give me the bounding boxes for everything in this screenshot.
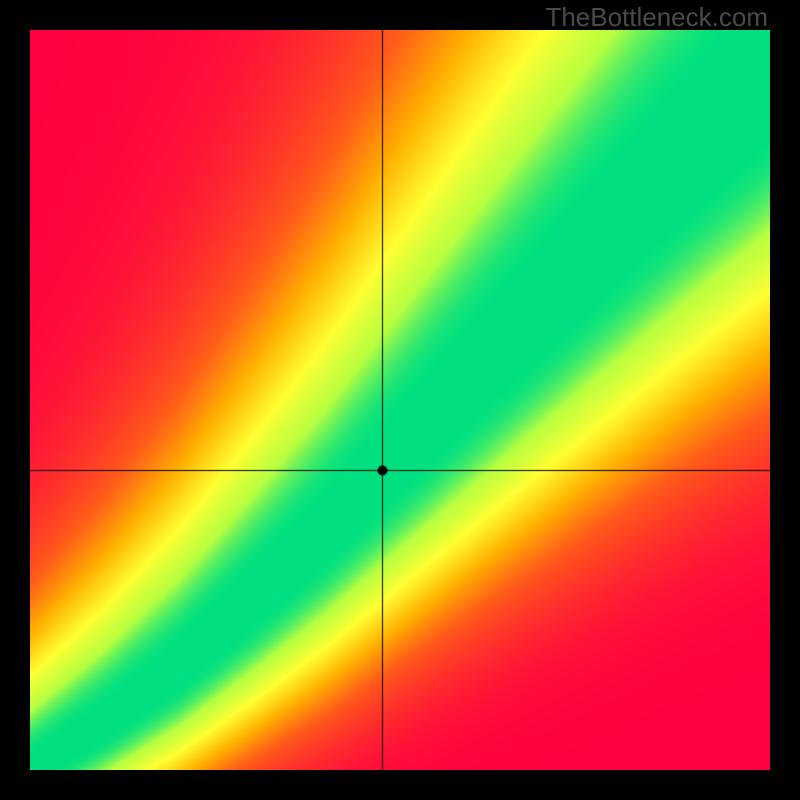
bottleneck-heatmap — [30, 30, 770, 770]
figure-root: TheBottleneck.com — [0, 0, 800, 800]
watermark-text: TheBottleneck.com — [545, 2, 768, 33]
